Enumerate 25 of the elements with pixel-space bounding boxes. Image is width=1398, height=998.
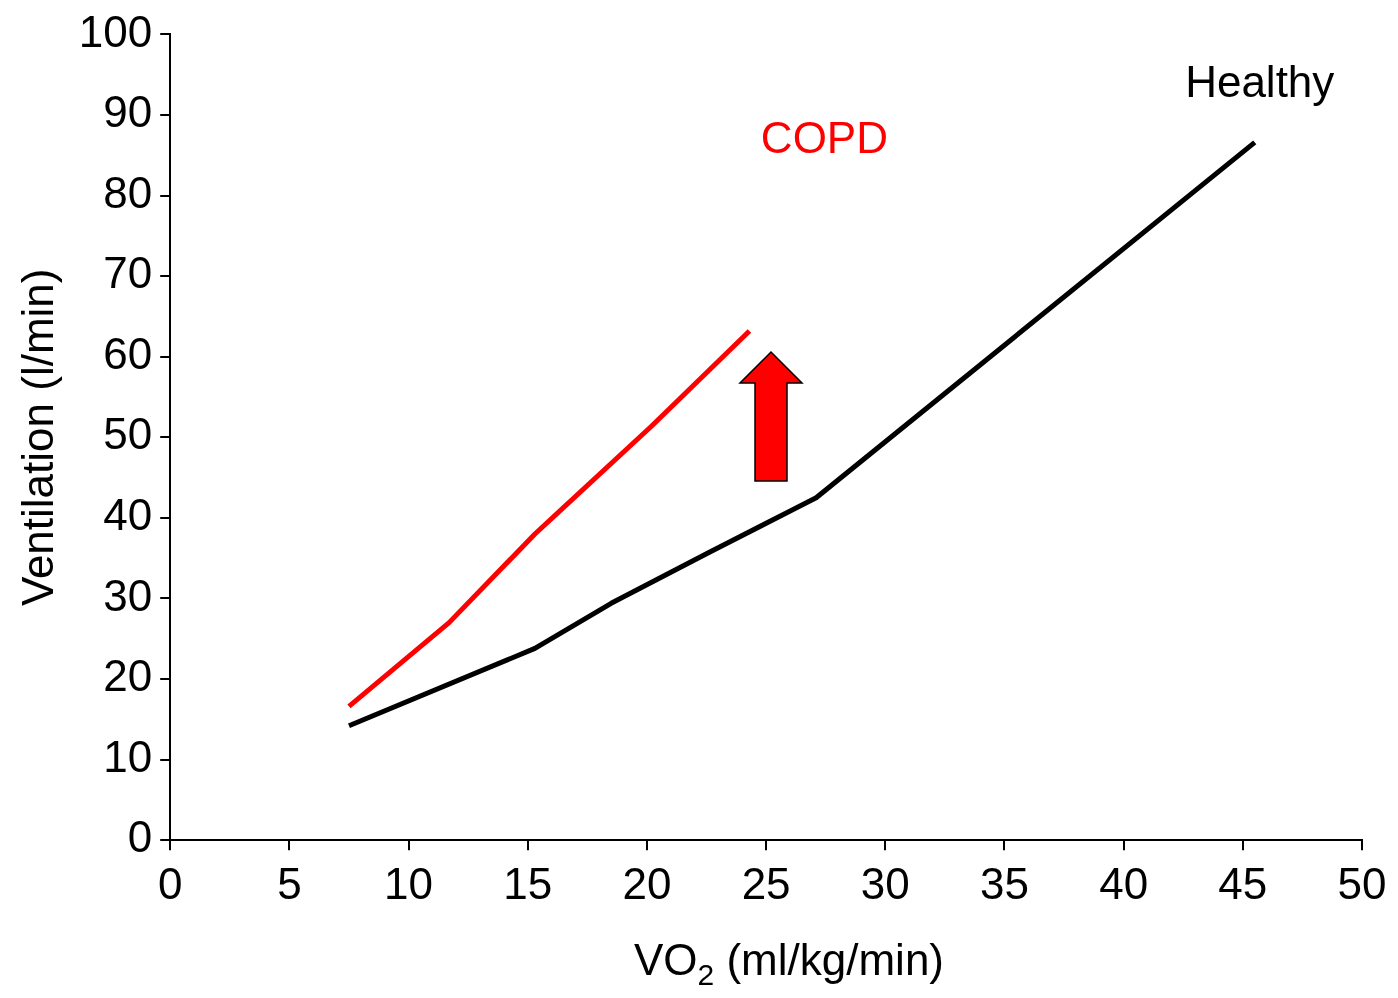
y-tick-label: 60 [103, 328, 153, 378]
series-label: Healthy [1185, 56, 1335, 106]
y-tick-label: 100 [78, 6, 153, 56]
y-tick-label: 70 [103, 248, 153, 298]
x-tick-label: 10 [384, 858, 434, 908]
x-tick-label: 25 [741, 858, 791, 908]
y-tick-label: 10 [103, 731, 153, 781]
x-tick-label: 30 [860, 858, 910, 908]
y-tick-label: 40 [103, 490, 153, 540]
x-tick-label: 5 [277, 858, 302, 908]
y-tick-label: 50 [103, 409, 153, 459]
x-tick-label: 35 [979, 858, 1029, 908]
y-tick-label: 20 [103, 651, 153, 701]
x-tick-label: 20 [622, 858, 672, 908]
x-tick-label: 15 [503, 858, 553, 908]
y-tick-label: 0 [127, 812, 153, 862]
y-tick-label: 30 [103, 570, 153, 620]
text: COPD [760, 113, 888, 163]
x-tick-label: 40 [1099, 858, 1149, 908]
x-tick-label: 50 [1337, 858, 1387, 908]
x-axis-title: VO$_{2}$ (ml/kg/min) [632, 935, 945, 992]
y-tick-label: 90 [103, 87, 153, 137]
y-axis-title: Ventilation (l/min) [12, 268, 62, 607]
x-tick-label: 45 [1218, 858, 1268, 908]
y-tick-label: 80 [103, 167, 153, 217]
